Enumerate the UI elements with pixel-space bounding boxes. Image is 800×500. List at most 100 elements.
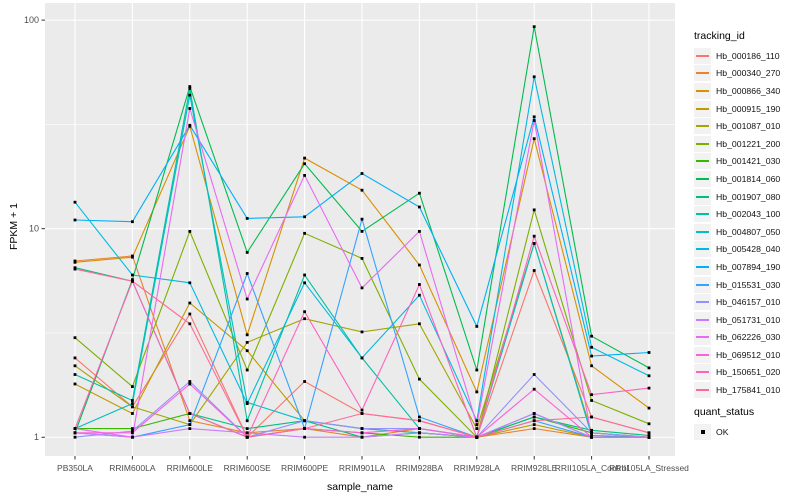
data-point xyxy=(131,427,134,430)
data-point xyxy=(188,87,192,90)
data-point xyxy=(303,380,306,383)
legend-item-label: Hb_004807_050 xyxy=(716,226,781,237)
legend-key-swatch xyxy=(694,118,711,135)
data-point xyxy=(532,427,536,430)
data-point xyxy=(590,354,593,358)
legend: tracking_id Hb_000186_110 Hb_000340_270 Hb… xyxy=(694,30,800,440)
legend-item-Hb_002043_100: Hb_002043_100 xyxy=(694,205,800,223)
data-point xyxy=(131,220,134,224)
legend-key-line xyxy=(696,301,709,304)
legend-key-swatch xyxy=(694,329,711,346)
legend-title-quant-status: quant_status xyxy=(694,405,755,418)
data-point xyxy=(590,435,593,439)
legend-key-swatch xyxy=(694,241,711,258)
data-point xyxy=(73,336,77,340)
data-point xyxy=(418,205,421,209)
legend-item-Hb_062226_030: Hb_062226_030 xyxy=(694,329,800,347)
data-point xyxy=(188,107,192,110)
data-point xyxy=(418,427,421,430)
data-point xyxy=(475,419,479,423)
data-point xyxy=(360,427,364,430)
legend-key-line xyxy=(696,142,709,145)
data-point xyxy=(188,382,192,386)
legend-key-swatch xyxy=(694,294,711,311)
legend-item-label: Hb_069512_010 xyxy=(716,349,781,360)
data-point xyxy=(73,356,77,360)
legend-key-swatch xyxy=(694,276,711,293)
legend-item-Hb_004807_050: Hb_004807_050 xyxy=(694,223,800,241)
data-point xyxy=(532,412,536,415)
data-point xyxy=(418,283,421,286)
x-tick-label: RRIM600LA xyxy=(109,463,156,473)
data-point xyxy=(532,423,536,426)
legend-key-line xyxy=(696,160,709,163)
data-point xyxy=(73,431,77,435)
legend-key-swatch xyxy=(694,82,711,99)
data-point xyxy=(303,435,306,439)
data-point xyxy=(590,434,593,437)
legend-key-line xyxy=(696,107,709,110)
legend-key-swatch xyxy=(694,47,711,64)
legend-item-Hb_069512_010: Hb_069512_010 xyxy=(694,346,800,364)
legend-item-label: OK xyxy=(716,426,729,437)
legend-item-label: Hb_005428_040 xyxy=(716,244,781,255)
data-point xyxy=(590,415,593,419)
data-point xyxy=(245,368,249,372)
data-point xyxy=(590,334,593,338)
data-point xyxy=(532,25,536,29)
data-point xyxy=(475,423,479,426)
data-point xyxy=(475,368,479,372)
x-tick-label: RRII105LA_Stressed xyxy=(609,463,689,473)
data-point xyxy=(188,230,192,233)
data-point xyxy=(303,317,306,321)
data-point xyxy=(418,191,421,195)
legend-item-label: Hb_000186_110 xyxy=(716,50,780,61)
data-point xyxy=(188,281,192,285)
data-point xyxy=(73,435,77,439)
legend-item-quant-OK: OK xyxy=(694,423,800,441)
data-point xyxy=(188,301,192,305)
data-point xyxy=(532,208,536,212)
legend-item-Hb_175841_010: Hb_175841_010 xyxy=(694,381,800,399)
x-tick-label: RRIM600SE xyxy=(224,463,272,473)
data-point xyxy=(131,402,134,405)
legend-item-label: Hb_046157_010 xyxy=(716,297,781,308)
data-point xyxy=(131,399,134,402)
legend-item-label: Hb_001221_200 xyxy=(716,138,781,149)
legend-item-Hb_001814_060: Hb_001814_060 xyxy=(694,170,800,188)
data-point xyxy=(590,428,593,432)
data-point xyxy=(245,272,249,275)
x-tick-label: RRIM901LA xyxy=(339,463,386,473)
data-point xyxy=(131,405,134,409)
y-axis-title: FPKM + 1 xyxy=(8,203,20,250)
legend-key-line xyxy=(696,195,709,198)
legend-item-Hb_000340_270: Hb_000340_270 xyxy=(694,65,800,83)
data-point xyxy=(418,435,421,439)
data-point xyxy=(73,260,77,264)
legend-item-Hb_001221_200: Hb_001221_200 xyxy=(694,135,800,153)
data-point xyxy=(188,423,192,426)
data-point xyxy=(647,406,651,410)
data-point xyxy=(532,119,536,122)
data-point xyxy=(418,431,421,435)
x-tick-label: RRIM928BA xyxy=(396,463,444,473)
legend-key-line xyxy=(696,125,709,128)
data-point xyxy=(360,188,364,192)
data-point xyxy=(73,427,77,430)
data-point xyxy=(360,356,364,360)
legend-item-Hb_150651_020: Hb_150651_020 xyxy=(694,364,800,382)
legend-item-label: Hb_002043_100 xyxy=(716,209,781,220)
data-point xyxy=(188,412,192,415)
x-tick-label: RRIM600PE xyxy=(281,463,329,473)
data-point xyxy=(360,412,364,415)
legend-item-label: Hb_007894_190 xyxy=(716,261,781,272)
data-point xyxy=(245,431,249,435)
x-tick-label: RRIM928LA xyxy=(454,463,501,473)
data-point xyxy=(647,434,651,437)
legend-item-label: Hb_001814_060 xyxy=(716,173,781,184)
data-point xyxy=(131,255,134,259)
data-point xyxy=(418,377,421,381)
data-point xyxy=(418,263,421,267)
data-point xyxy=(532,269,536,272)
